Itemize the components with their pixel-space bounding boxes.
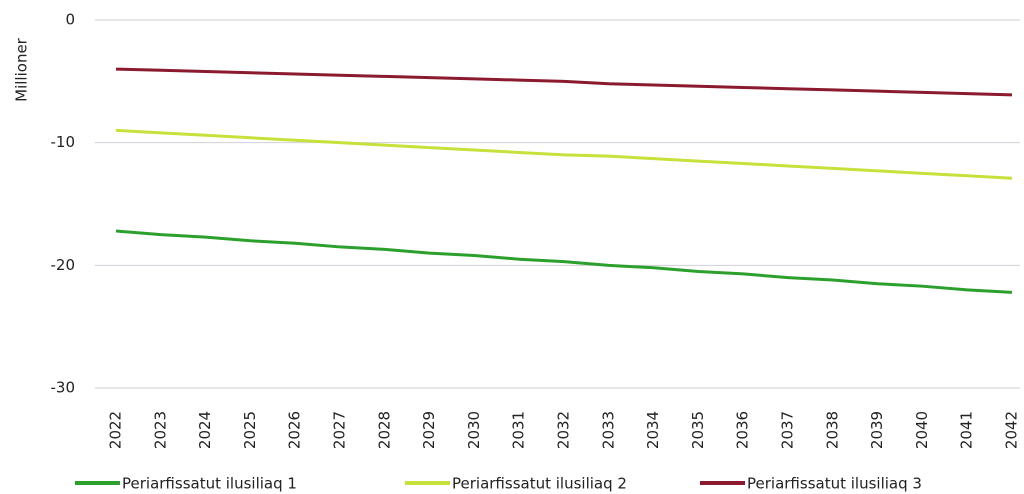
- legend-label: Periarfissatut ilusiliaq 3: [747, 475, 922, 493]
- y-tick-label: -20: [51, 256, 76, 274]
- x-tick-label: 2027: [331, 411, 349, 449]
- x-tick-label: 2033: [599, 411, 617, 449]
- y-tick-label: -10: [51, 133, 76, 151]
- series-line: [115, 229, 1013, 294]
- x-tick-label: 2029: [420, 411, 438, 449]
- x-tick-label: 2031: [510, 411, 528, 449]
- x-tick-label: 2040: [913, 411, 931, 449]
- x-tick-label: 2025: [241, 411, 259, 449]
- x-tick-label: 2036: [734, 411, 752, 449]
- x-tick-label: 2041: [958, 411, 976, 449]
- series-line: [115, 128, 1013, 180]
- legend-label: Periarfissatut ilusiliaq 2: [452, 475, 627, 493]
- y-axis-label: Millioner: [13, 37, 31, 102]
- x-tick-label: 2038: [823, 411, 841, 449]
- x-tick-label: 2037: [779, 411, 797, 449]
- y-tick-label: 0: [65, 11, 75, 29]
- x-tick-label: 2039: [868, 411, 886, 449]
- x-tick-label: 2034: [644, 411, 662, 449]
- x-tick-label: 2028: [375, 411, 393, 449]
- x-tick-label: 2026: [286, 411, 304, 449]
- series-line: [115, 67, 1013, 97]
- x-tick-label: 2042: [1003, 411, 1021, 449]
- x-tick-label: 2023: [151, 411, 169, 449]
- x-tick-label: 2030: [465, 411, 483, 449]
- x-tick-label: 2032: [555, 411, 573, 449]
- legend-label: Periarfissatut ilusiliaq 1: [122, 475, 297, 493]
- x-tick-label: 2035: [689, 411, 707, 449]
- x-tick-label: 2024: [196, 411, 214, 449]
- x-tick-label: 2022: [107, 411, 125, 449]
- y-tick-label: -30: [51, 379, 76, 397]
